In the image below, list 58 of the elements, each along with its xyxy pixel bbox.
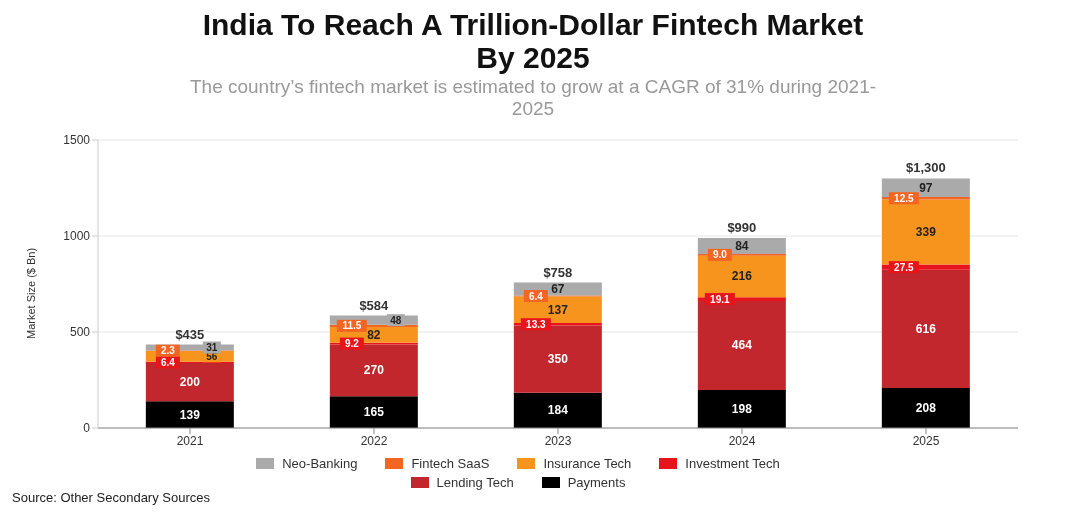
bar bbox=[329, 396, 418, 428]
data-label: 19.1 bbox=[710, 293, 731, 305]
x-tick-label: 2021 bbox=[176, 433, 204, 448]
bar bbox=[881, 269, 970, 389]
data-label: 464 bbox=[731, 338, 753, 353]
data-label: 216 bbox=[731, 269, 753, 284]
data-label: 139 bbox=[179, 407, 201, 422]
legend-label: Lending Tech bbox=[435, 475, 514, 490]
data-label: 6.4 bbox=[160, 356, 176, 368]
legend-label: Insurance Tech bbox=[542, 456, 632, 471]
x-tick-label: 2025 bbox=[912, 433, 940, 448]
legend-label: Neo-Banking bbox=[281, 456, 358, 471]
y-axis-title: Market Size ($ Bn) bbox=[24, 247, 37, 339]
bar bbox=[881, 388, 970, 428]
data-label: 9.2 bbox=[344, 338, 360, 350]
data-label: 198 bbox=[731, 401, 753, 416]
data-label: 6.4 bbox=[528, 290, 544, 302]
bar bbox=[697, 389, 786, 428]
chart-title: India To Reach A Trillion-Dollar Fintech Market By 2025 bbox=[201, 8, 865, 74]
data-label: 270 bbox=[363, 363, 385, 378]
total-label: $584 bbox=[359, 297, 390, 313]
data-label: 27.5 bbox=[894, 261, 915, 273]
data-label: 350 bbox=[547, 352, 569, 367]
y-tick-label: 500 bbox=[69, 325, 91, 340]
x-tick-label: 2023 bbox=[544, 433, 572, 448]
data-label: 137 bbox=[547, 302, 569, 317]
data-label: 48 bbox=[390, 314, 402, 326]
data-label: 82 bbox=[367, 327, 381, 342]
data-label: 2.3 bbox=[160, 345, 176, 357]
data-label: 200 bbox=[179, 375, 201, 390]
data-label: 165 bbox=[363, 405, 385, 420]
legend-label: Fintech SaaS bbox=[410, 456, 490, 471]
y-tick-label: 1000 bbox=[63, 229, 91, 244]
bar bbox=[513, 392, 602, 428]
data-label: 84 bbox=[735, 238, 749, 253]
y-tick-label: 1500 bbox=[63, 133, 91, 148]
data-label: 67 bbox=[551, 281, 565, 296]
total-label: $435 bbox=[175, 326, 205, 342]
data-label: 12.5 bbox=[894, 192, 915, 204]
data-label: 9.0 bbox=[712, 249, 728, 261]
source-note: Source: Other Secondary Sources bbox=[12, 490, 211, 505]
x-tick-label: 2022 bbox=[360, 433, 388, 448]
data-label: 339 bbox=[915, 224, 937, 239]
legend-label: Payments bbox=[566, 475, 626, 490]
total-label: $758 bbox=[543, 264, 573, 280]
y-tick-label: 0 bbox=[83, 421, 91, 436]
x-tick-label: 2024 bbox=[728, 433, 756, 448]
total-label: $990 bbox=[727, 219, 757, 235]
chart-subtitle: The country’s fintech market is estimated to grow at a CAGR of 31% during 2021-2025 bbox=[188, 76, 878, 120]
legend-label: Investment Tech bbox=[684, 456, 780, 471]
data-label: 13.3 bbox=[526, 318, 547, 330]
data-label: 616 bbox=[915, 321, 937, 336]
data-label: 208 bbox=[915, 401, 937, 416]
total-label: $1,300 bbox=[905, 160, 946, 176]
data-label: 184 bbox=[547, 403, 569, 418]
bar bbox=[145, 401, 234, 428]
data-label: 97 bbox=[919, 180, 933, 195]
data-label: 11.5 bbox=[342, 320, 362, 332]
